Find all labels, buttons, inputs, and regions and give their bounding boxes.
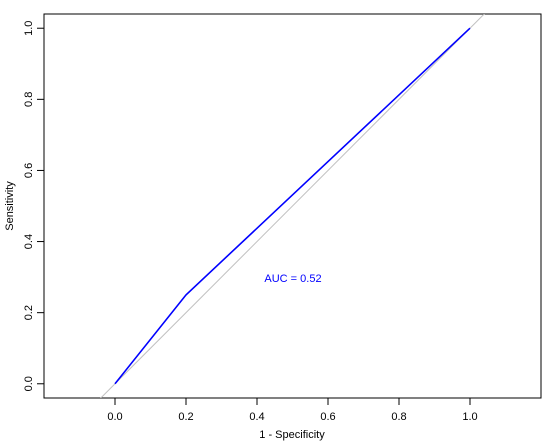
x-tick-label: 0.2 xyxy=(178,411,193,423)
y-tick-label: 0.2 xyxy=(23,305,35,320)
x-tick-label: 0.0 xyxy=(107,411,122,423)
plot-area xyxy=(100,14,485,398)
y-tick-label: 0.6 xyxy=(23,163,35,178)
y-tick-label: 0.4 xyxy=(23,234,35,249)
x-axis-label: 1 - Specificity xyxy=(259,429,325,441)
x-tick-label: 0.8 xyxy=(391,411,406,423)
y-tick-label: 0.8 xyxy=(23,92,35,107)
x-tick-label: 0.6 xyxy=(320,411,335,423)
x-tick-label: 1.0 xyxy=(462,411,477,423)
roc-line xyxy=(114,27,471,385)
x-tick-label: 0.4 xyxy=(249,411,264,423)
auc-annotation: AUC = 0.52 xyxy=(264,273,321,285)
y-tick-label: 1.0 xyxy=(23,21,35,36)
y-tick-label: 0.0 xyxy=(23,376,35,391)
y-axis-label: Sensitivity xyxy=(4,181,16,231)
